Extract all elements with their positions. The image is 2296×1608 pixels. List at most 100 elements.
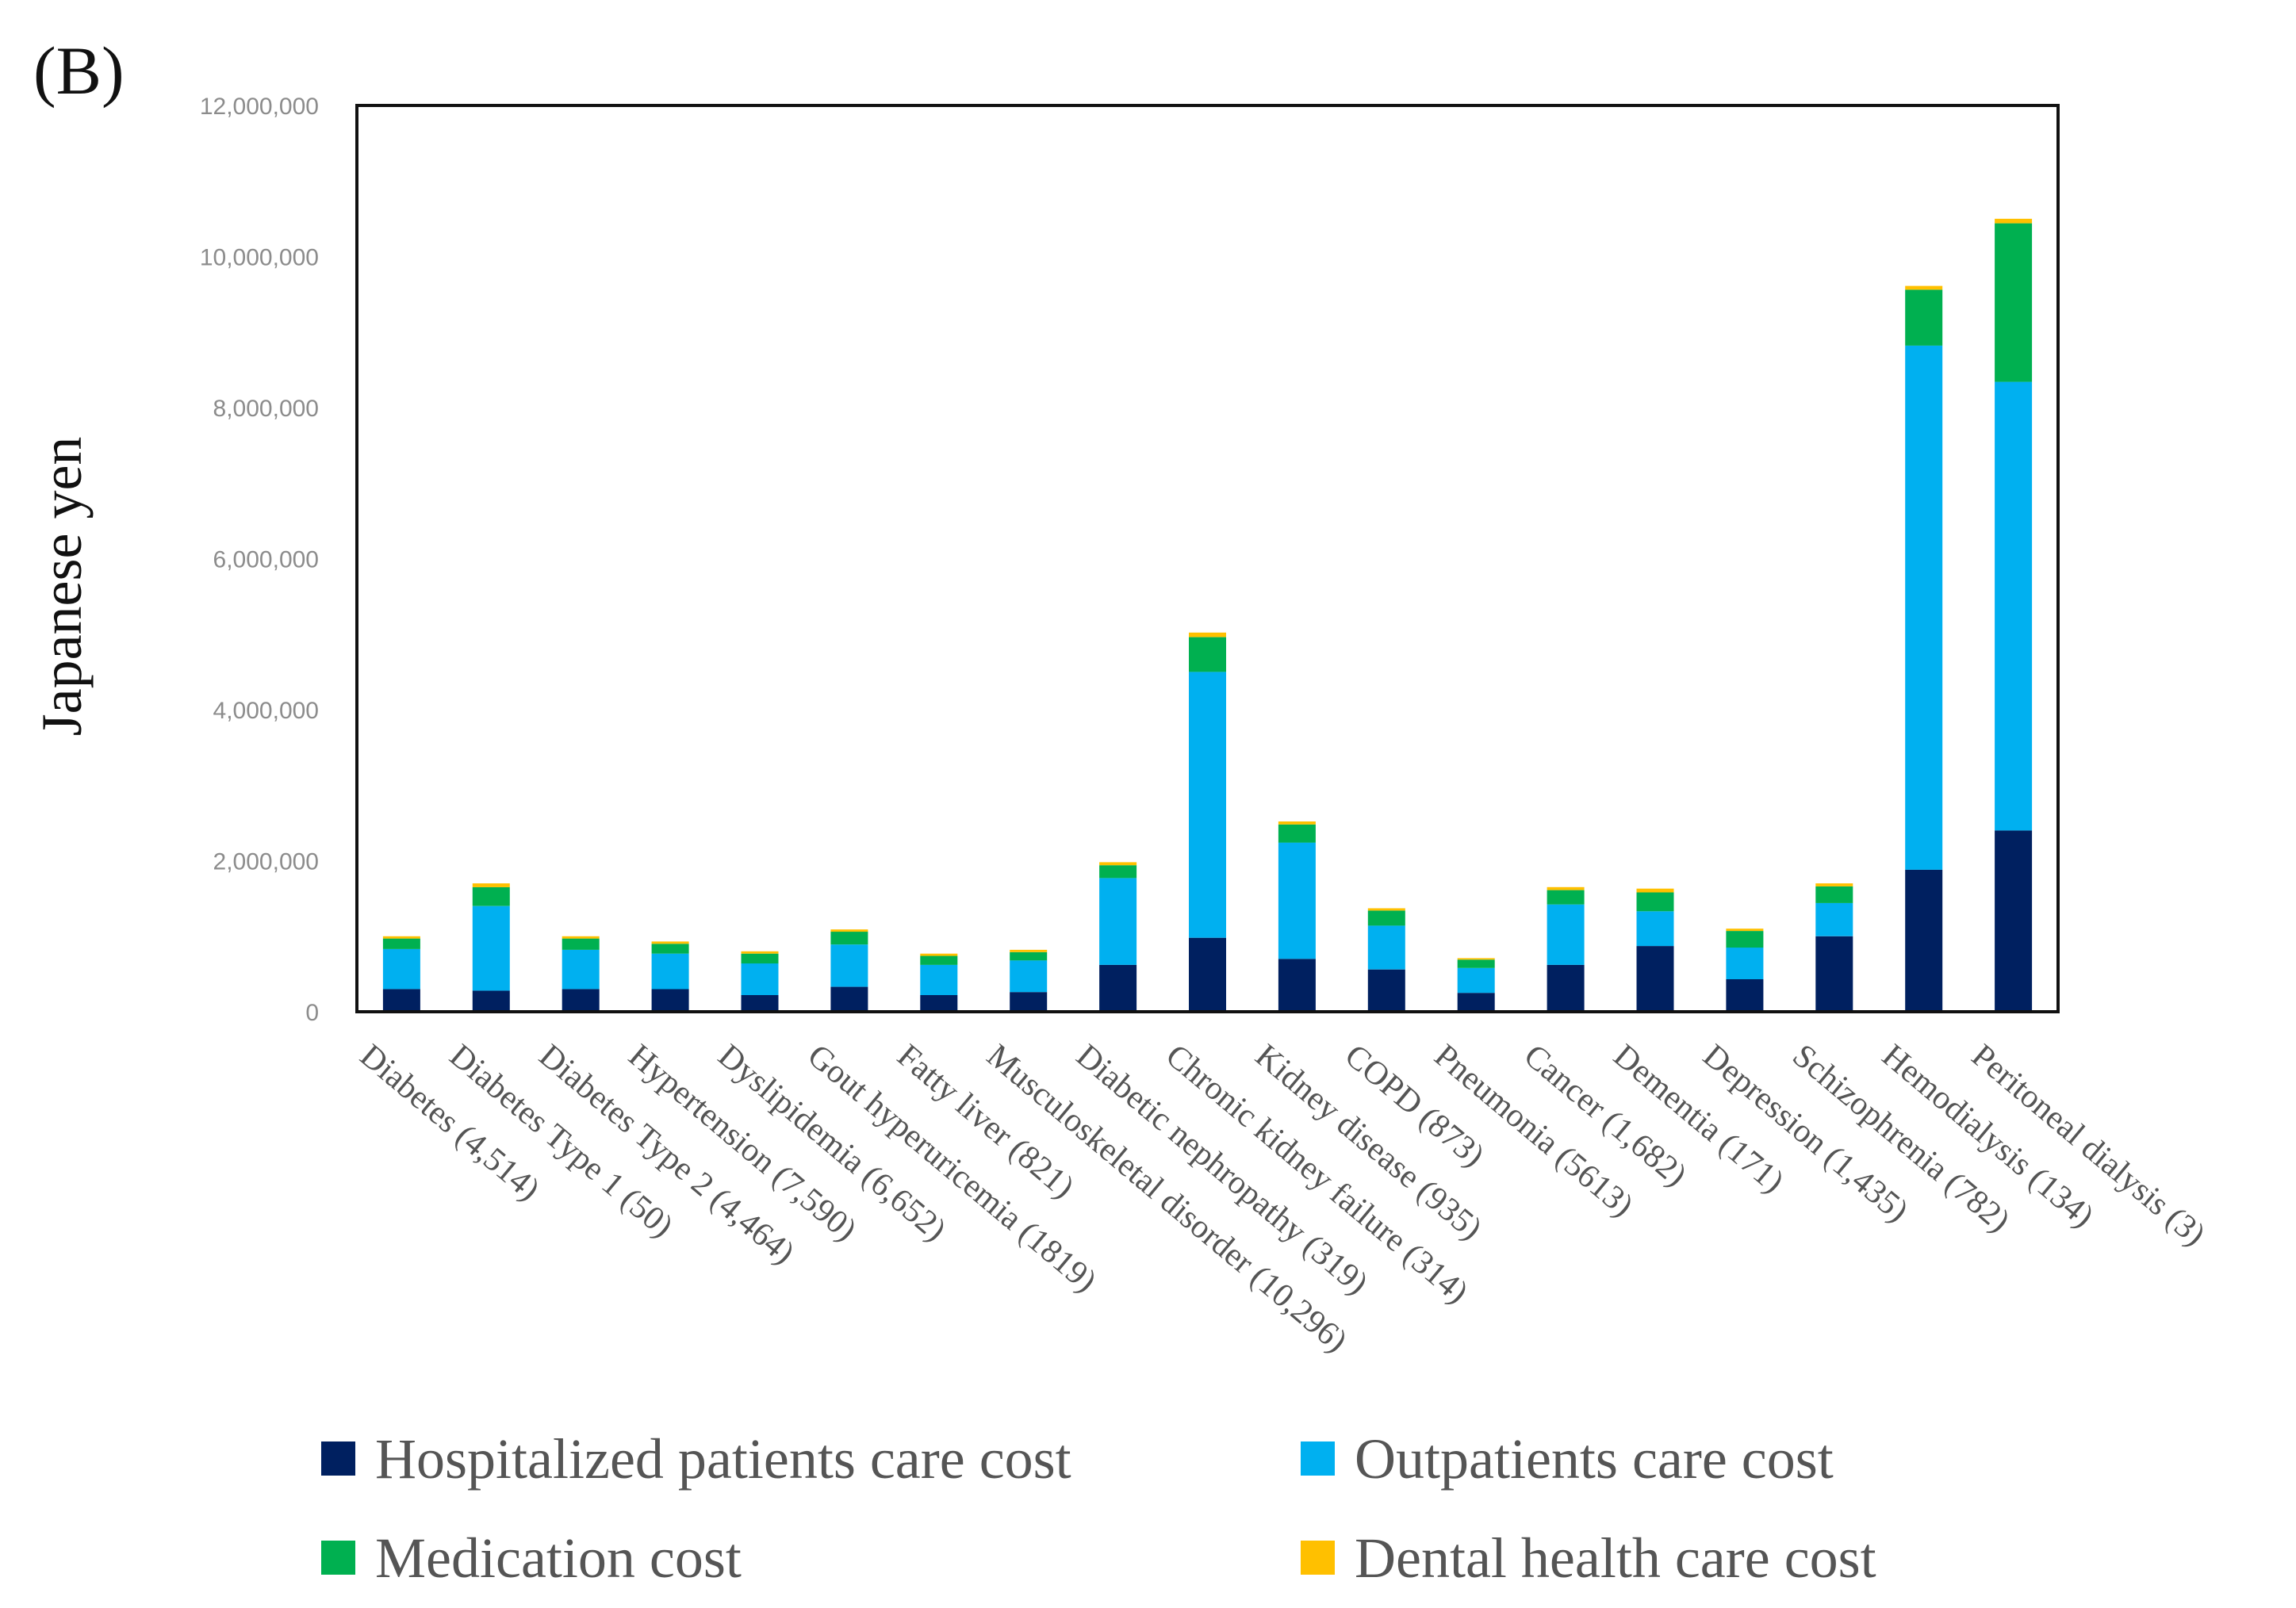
bar-segment [1367,925,1405,970]
bar-segment [1636,946,1674,1012]
plot-frame [355,104,2060,1013]
y-tick-label: 8,000,000 [213,396,319,422]
bar-segment [1905,285,1943,290]
bar-segment [741,963,779,995]
legend: Hospitalized patients care cost Outpatien… [321,1427,1876,1590]
bar-segment [1457,958,1495,960]
legend-swatch [1301,1441,1335,1476]
bar-segment [382,938,420,949]
bar-segment [472,905,510,991]
y-tick-label: 12,000,000 [200,94,319,120]
panel-label: (B) [33,33,125,109]
bar-segment [1010,949,1048,952]
bar-segment [1726,948,1764,979]
bar-segment [1099,865,1137,879]
bar-segment [1367,908,1405,911]
bar-segment [1189,672,1226,938]
bar-segment [1547,904,1585,965]
legend-swatch [1301,1541,1335,1575]
legend-swatch [321,1441,355,1476]
bar-segment [651,989,689,1012]
bar-segment [1547,964,1585,1012]
bar-segment [1457,959,1495,968]
bar-segment [562,938,600,950]
bar-segment [830,986,868,1012]
y-tick-label: 6,000,000 [213,547,319,573]
y-tick-label: 2,000,000 [213,849,319,875]
x-axis-ticks: Diabetes (4,514)Diabetes Type 1 (50)Diab… [353,1037,2212,1359]
bar-segment [741,951,779,954]
bar-segment [1726,928,1764,932]
bar-segment [1189,632,1226,637]
bar-segment [562,989,600,1012]
bar-segment [1010,992,1048,1012]
legend-item: Medication cost [321,1526,742,1590]
bar-segment [1278,824,1316,843]
bar-segment [1995,218,2033,224]
bar-segment [1995,223,2033,382]
bar-segment [651,941,689,944]
y-axis-title: Japanese yen [30,437,94,737]
y-tick-label: 0 [305,1000,319,1026]
bar-segment [1815,936,1853,1013]
legend-item: Dental health care cost [1301,1526,1876,1590]
y-tick-label: 10,000,000 [200,245,319,271]
bar-segment [472,886,510,906]
bar-segment [920,955,958,965]
bar-segment [1457,967,1495,994]
legend-label: Hospitalized patients care cost [375,1427,1071,1491]
bar-segment [1815,883,1853,886]
bar-segment [1547,886,1585,890]
bar-segment [651,953,689,990]
bar-segment [1189,637,1226,672]
bar-segment [1905,345,1943,870]
bar-segment [1726,931,1764,948]
legend-item: Outpatients care cost [1301,1427,1834,1491]
bar-segment [1367,910,1405,926]
bar-segment [1905,289,1943,346]
legend-label: Dental health care cost [1355,1526,1876,1590]
bar-segment [1099,964,1137,1012]
bar-segment [830,944,868,987]
bar-segment [830,932,868,945]
legend-swatch [321,1541,355,1575]
bar-segment [1815,902,1853,936]
bar-segment [920,953,958,956]
bar-segment [1636,888,1674,893]
bar-segment [651,944,689,954]
bar-segment [472,883,510,887]
bar-segment [1636,892,1674,912]
bar-segment [1010,951,1048,961]
bar-segment [1547,890,1585,905]
bar-segment [1905,869,1943,1012]
legend-label: Outpatients care cost [1355,1427,1834,1491]
y-axis-ticks: 0 2,000,000 4,000,000 6,000,000 8,000,000 10,… [200,94,319,1026]
bar-segment [1815,886,1853,903]
bar-segment [1099,878,1137,965]
bar-segment [1010,960,1048,993]
bar-segment [1099,862,1137,866]
bar-segment [1278,842,1316,959]
bar-segment [741,995,779,1012]
bar-segment [562,936,600,939]
bar-segment [1278,959,1316,1012]
legend-label: Medication cost [375,1526,742,1590]
y-tick-label: 4,000,000 [213,698,319,724]
bar-segment [1189,937,1226,1012]
bar-segment [920,964,958,995]
bar-segment [920,995,958,1012]
bar-segment [382,948,420,990]
bar-segment [1367,969,1405,1012]
bar-segment [741,953,779,964]
bar-segment [1457,993,1495,1012]
bar-segment [562,949,600,990]
bars-layer [382,218,2033,1013]
bar-segment [1278,821,1316,825]
bar-segment [472,990,510,1012]
bar-segment [830,929,868,932]
bar-segment [1995,830,2033,1012]
bar-segment [382,989,420,1012]
bar-segment [382,936,420,939]
bar-segment [1726,979,1764,1012]
